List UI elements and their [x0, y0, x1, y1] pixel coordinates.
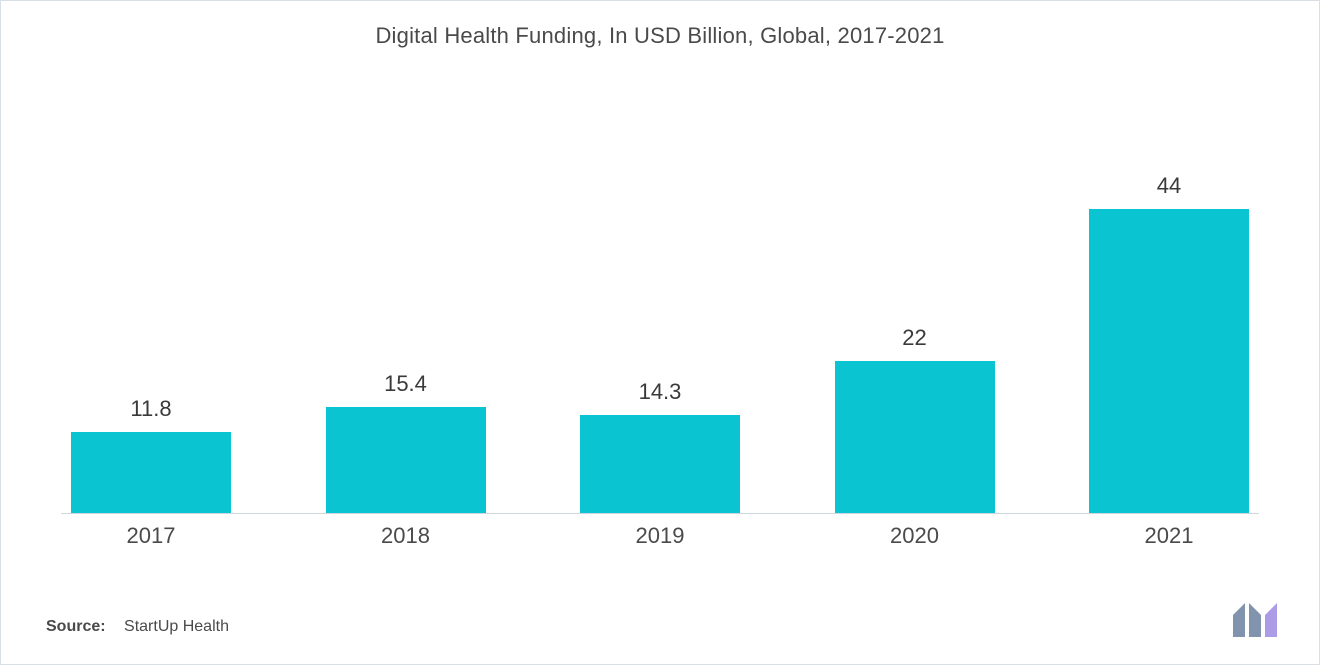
bar-group-3: 22 [825, 325, 1005, 514]
source-label: Source: [46, 618, 106, 635]
x-axis-line [61, 513, 1259, 514]
x-label-1: 2018 [316, 523, 496, 549]
bar-3 [835, 361, 995, 514]
brand-logo-icon [1231, 601, 1291, 644]
x-label-3: 2020 [825, 523, 1005, 549]
plot-area: 11.8 15.4 14.3 22 44 [61, 71, 1259, 514]
bar-group-0: 11.8 [61, 396, 241, 514]
chart-title: Digital Health Funding, In USD Billion, … [1, 1, 1319, 49]
bar-value-label: 14.3 [639, 379, 682, 405]
bar-value-label: 15.4 [384, 371, 427, 397]
bars-row: 11.8 15.4 14.3 22 44 [61, 71, 1259, 514]
source-attribution: Source: StartUp Health [46, 618, 229, 636]
bar-value-label: 44 [1157, 173, 1181, 199]
chart-container: Digital Health Funding, In USD Billion, … [0, 0, 1320, 665]
bar-0 [71, 432, 231, 514]
x-label-2: 2019 [570, 523, 750, 549]
bar-1 [326, 407, 486, 514]
bar-group-1: 15.4 [316, 371, 496, 514]
x-label-0: 2017 [61, 523, 241, 549]
bar-2 [580, 415, 740, 514]
x-axis-labels: 2017 2018 2019 2020 2021 [61, 523, 1259, 549]
bar-value-label: 22 [902, 325, 926, 351]
bar-group-4: 44 [1079, 173, 1259, 514]
bar-value-label: 11.8 [130, 396, 171, 422]
source-value: StartUp Health [124, 618, 229, 635]
bar-group-2: 14.3 [570, 379, 750, 514]
x-label-4: 2021 [1079, 523, 1259, 549]
bar-4 [1089, 209, 1249, 514]
